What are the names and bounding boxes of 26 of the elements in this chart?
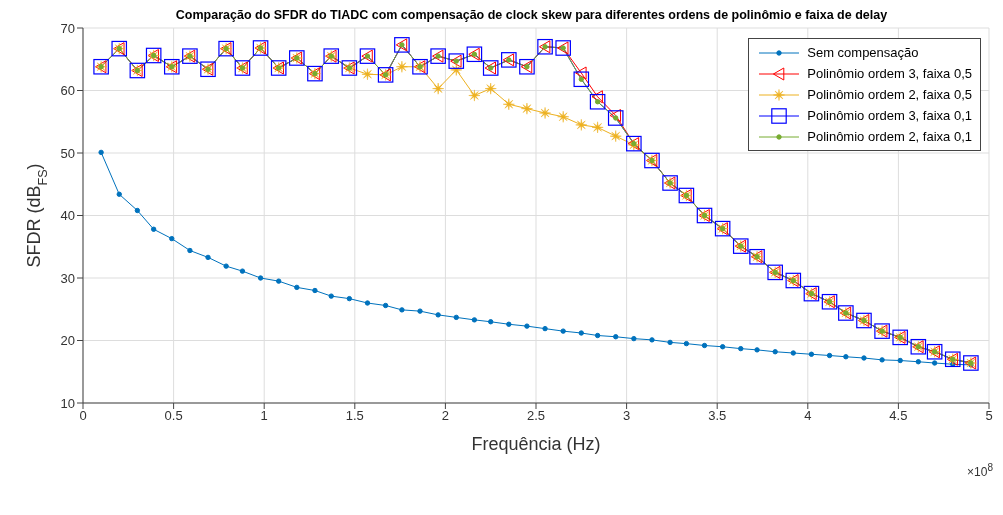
x-tick-label: 0 xyxy=(79,408,87,424)
legend-label: Polinômio ordem 2, faixa 0,5 xyxy=(807,87,972,102)
y-tick-label: 30 xyxy=(60,270,75,286)
y-tick-label: 20 xyxy=(60,333,75,349)
legend-label: Polinômio ordem 3, faixa 0,1 xyxy=(807,108,972,123)
x-tick-label: 1 xyxy=(260,408,268,424)
y-tick-label: 10 xyxy=(60,395,75,411)
x-tick-label: 3.5 xyxy=(708,408,727,424)
x-tick-label: 2 xyxy=(441,408,450,424)
x-axis-title: Frequência (Hz) xyxy=(471,434,601,454)
y-tick-label: 40 xyxy=(60,208,75,224)
x-tick-label: 3 xyxy=(622,408,631,424)
x-tick-label: 4.5 xyxy=(889,408,908,424)
y-tick-label: 70 xyxy=(60,20,75,36)
chart-title: Comparação do SFDR do TIADC com compensação de clock skew para diferentes ordens de polinômio e faixa de delay xyxy=(174,8,889,22)
y-tick-label: 60 xyxy=(60,83,75,99)
x-tick-label: 0.5 xyxy=(164,408,183,424)
y-tick-label: 50 xyxy=(60,145,75,161)
legend-label: Sem compensação xyxy=(807,45,919,60)
x-tick-label: 5 xyxy=(985,408,993,424)
x-tick-label: 2.5 xyxy=(526,408,546,424)
text: ×10$^{8}$ xyxy=(967,462,993,479)
x-tick-label: 4 xyxy=(804,408,812,424)
legend-label: Polinômio ordem 3, faixa 0,5 xyxy=(807,66,972,81)
legend-label: Polinômio ordem 2, faixa 0,1 xyxy=(807,129,972,144)
x-tick-label: 1.5 xyxy=(345,408,364,424)
